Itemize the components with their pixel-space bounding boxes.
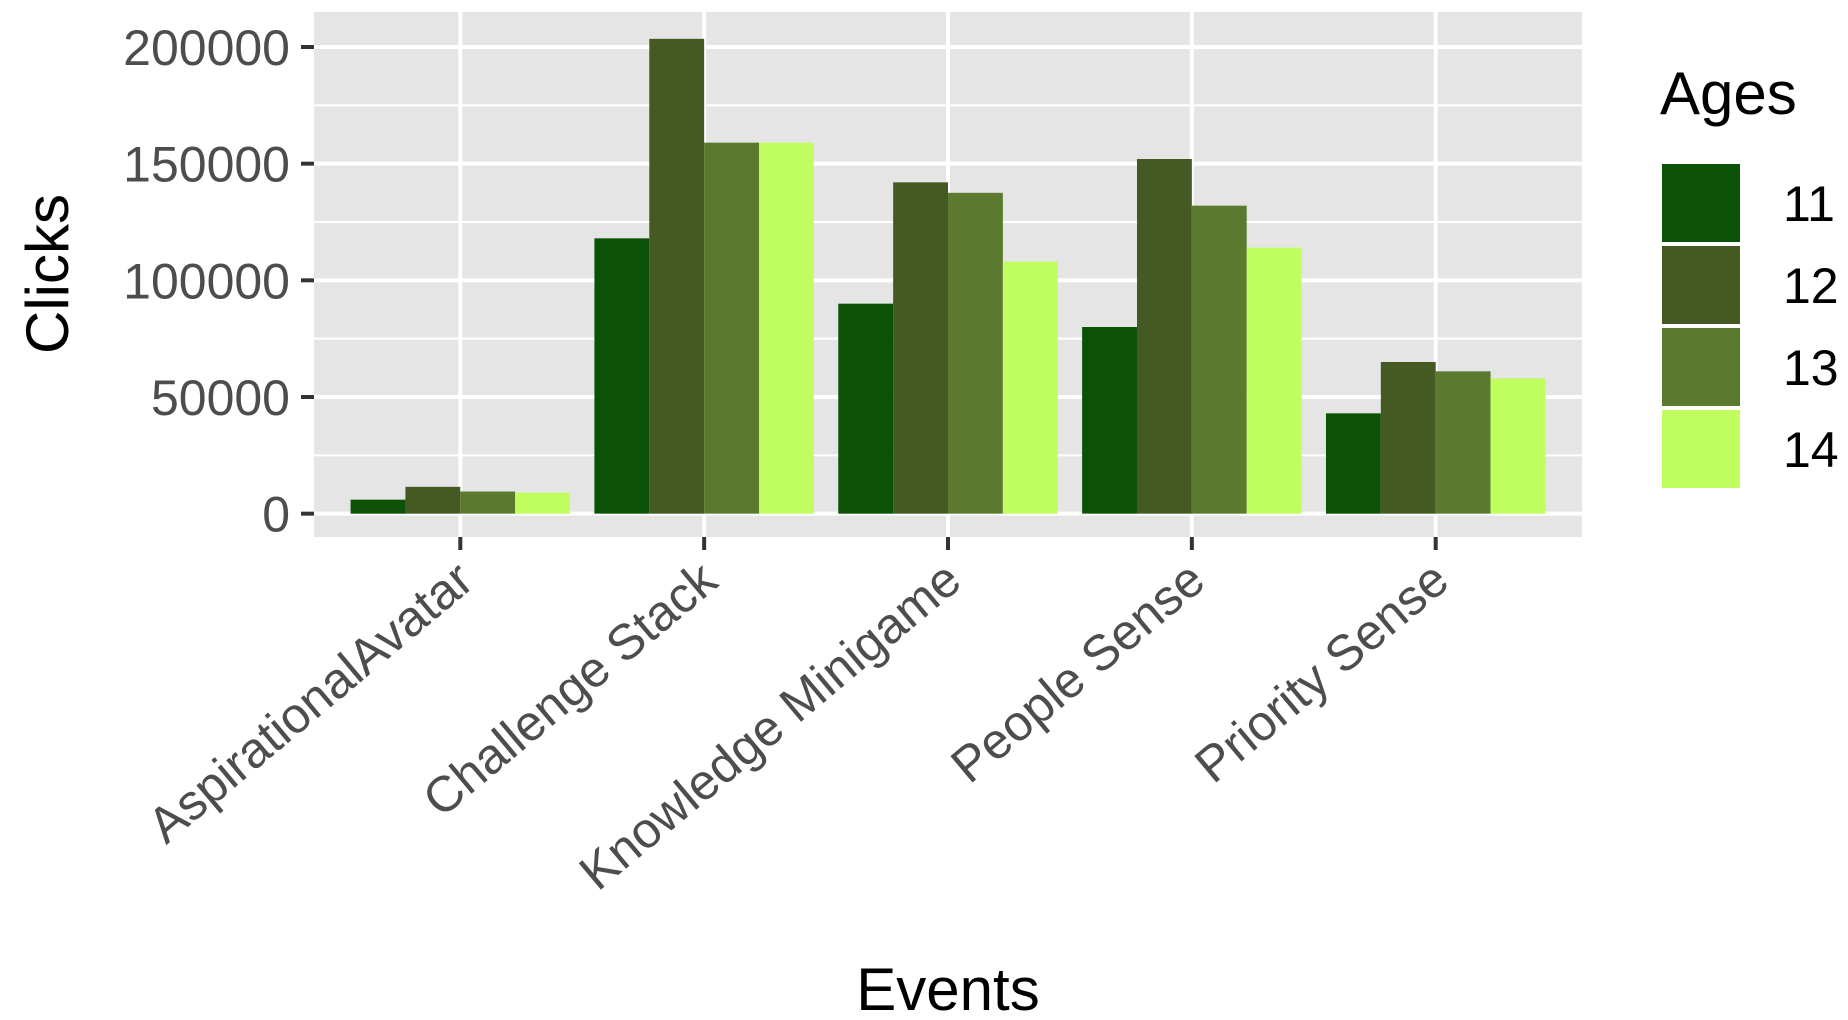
- bar-age-11-4: [1325, 413, 1381, 514]
- bar-age-13-2: [948, 192, 1003, 514]
- x-axis-title: Events: [856, 956, 1039, 1020]
- x-tick-label: People Sense: [940, 551, 1215, 794]
- bar-age-11-1: [594, 238, 650, 514]
- bar-age-12-1: [649, 38, 705, 514]
- bar-age-13-1: [704, 142, 760, 514]
- legend-key-11: [1660, 162, 1742, 244]
- bars: [350, 38, 1546, 514]
- bar-age-14-2: [1002, 261, 1058, 514]
- bar-age-11-3: [1082, 327, 1137, 514]
- y-tick-label: 50000: [151, 370, 290, 426]
- legend: Ages 11 12 13 14: [1660, 60, 1839, 490]
- bar-age-14-4: [1490, 378, 1546, 514]
- y-axis: 0 50000 100000 150000 200000: [123, 20, 314, 543]
- bar-age-11-2: [838, 303, 894, 514]
- legend-label-13: 13: [1783, 340, 1839, 396]
- y-tick-label: 100000: [123, 253, 290, 309]
- legend-key-12: [1660, 244, 1742, 326]
- bar-age-13-3: [1191, 205, 1247, 514]
- bar-age-12-2: [893, 182, 948, 514]
- bar-age-12-0: [405, 486, 461, 514]
- legend-key-14: [1660, 408, 1742, 490]
- legend-label-11: 11: [1783, 176, 1835, 232]
- y-tick-label: 200000: [123, 20, 290, 76]
- legend-key-13: [1660, 326, 1742, 408]
- bar-age-12-4: [1380, 362, 1436, 514]
- bar-age-12-3: [1136, 159, 1192, 514]
- bar-age-13-4: [1435, 371, 1491, 514]
- bar-age-14-0: [515, 492, 571, 514]
- bar-age-14-3: [1246, 247, 1302, 514]
- y-tick-label: 0: [262, 487, 290, 543]
- legend-label-12: 12: [1783, 258, 1839, 314]
- bar-age-14-1: [759, 142, 814, 514]
- bar-age-13-0: [460, 491, 516, 514]
- bar-age-11-0: [350, 499, 406, 514]
- y-axis-title: Clicks: [14, 194, 81, 354]
- y-tick-label: 150000: [123, 137, 290, 193]
- x-tick-label: Priority Sense: [1184, 551, 1458, 794]
- legend-label-14: 14: [1783, 422, 1839, 478]
- legend-title: Ages: [1660, 60, 1797, 127]
